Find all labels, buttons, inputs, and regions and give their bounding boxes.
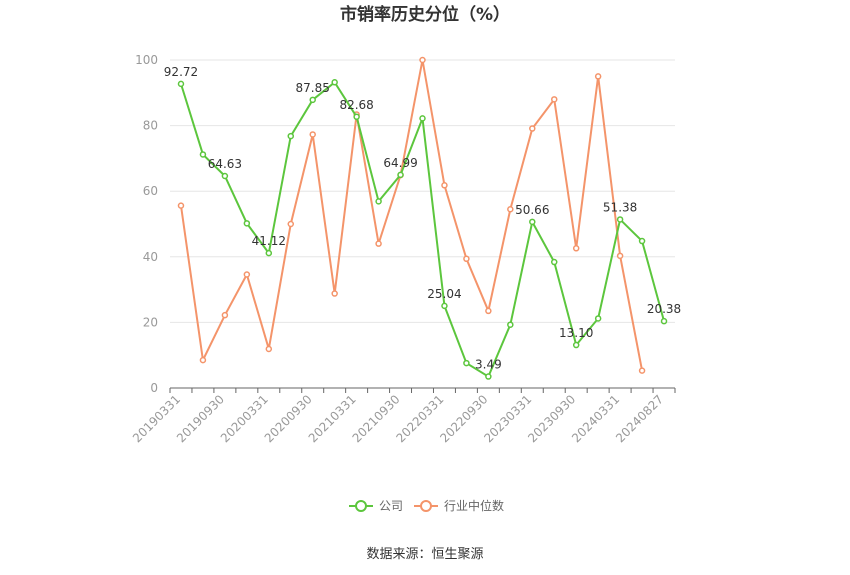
data-point[interactable] xyxy=(441,302,448,310)
data-point[interactable] xyxy=(572,245,580,252)
data-label: 87.85 xyxy=(296,81,330,95)
data-point[interactable] xyxy=(529,125,536,132)
data-point[interactable] xyxy=(309,131,316,138)
data-point[interactable] xyxy=(507,321,514,328)
y-tick-label: 100 xyxy=(135,53,158,67)
y-tick-label: 40 xyxy=(143,250,158,264)
data-point[interactable] xyxy=(419,115,426,122)
data-point[interactable] xyxy=(265,249,273,257)
chart-title: 市销率历史分位（%） xyxy=(340,4,510,25)
data-point[interactable] xyxy=(309,96,316,104)
data-point[interactable] xyxy=(177,202,185,209)
data-point[interactable] xyxy=(594,315,602,322)
legend-marker xyxy=(355,500,367,512)
data-label: 50.66 xyxy=(515,203,549,217)
y-axis: 0 20 40 60 80 100 xyxy=(135,53,158,395)
y-tick-label: 80 xyxy=(143,119,158,133)
data-label: 20.38 xyxy=(647,302,681,316)
legend-label: 行业中位数 xyxy=(444,498,504,513)
data-point[interactable] xyxy=(221,311,229,319)
data-point[interactable] xyxy=(331,79,338,86)
data-point[interactable] xyxy=(485,373,492,380)
data-label: 41.12 xyxy=(252,234,286,248)
y-tick-label: 0 xyxy=(150,381,158,395)
data-point[interactable] xyxy=(572,341,580,349)
data-point[interactable] xyxy=(375,240,382,247)
data-point[interactable] xyxy=(507,205,514,213)
legend-label: 公司 xyxy=(379,499,403,513)
source-note: 数据来源：恒生聚源 xyxy=(366,547,483,562)
data-label: 92.72 xyxy=(164,65,198,79)
data-point[interactable] xyxy=(331,290,338,297)
legend[interactable]: 公司 行业中位数 xyxy=(349,498,504,513)
data-point[interactable] xyxy=(177,80,185,88)
x-axis: 2019033120190930202003312020093020210331… xyxy=(130,387,676,445)
data-label: 3.49 xyxy=(475,358,502,372)
data-point[interactable] xyxy=(419,56,426,64)
data-point[interactable] xyxy=(529,218,536,226)
data-point[interactable] xyxy=(199,151,207,158)
data-point[interactable] xyxy=(243,220,251,227)
data-point[interactable] xyxy=(353,113,360,121)
data-point[interactable] xyxy=(375,198,382,205)
data-point[interactable] xyxy=(463,359,470,367)
data-point[interactable] xyxy=(397,171,404,179)
series-1 xyxy=(177,56,646,374)
data-point[interactable] xyxy=(485,307,492,315)
data-point[interactable] xyxy=(463,255,470,263)
data-point[interactable] xyxy=(441,182,448,189)
data-point[interactable] xyxy=(287,132,295,140)
data-point[interactable] xyxy=(243,271,251,278)
data-label: 82.68 xyxy=(339,98,373,112)
data-point[interactable] xyxy=(638,237,646,245)
grid-lines xyxy=(170,59,675,323)
data-point[interactable] xyxy=(660,317,668,325)
data-point[interactable] xyxy=(221,172,229,180)
data-labels: 92.72 64.63 41.12 87.85 82.68 64.99 25.04 3.49 5… xyxy=(164,65,681,372)
data-point[interactable] xyxy=(616,252,624,260)
data-label: 13.10 xyxy=(559,326,593,340)
data-point[interactable] xyxy=(616,216,624,223)
series-layer xyxy=(177,56,668,380)
data-point[interactable] xyxy=(550,258,558,266)
y-tick-label: 60 xyxy=(143,184,158,198)
data-point[interactable] xyxy=(594,73,602,80)
y-tick-label: 20 xyxy=(143,315,158,329)
data-label: 64.63 xyxy=(208,157,242,171)
data-point[interactable] xyxy=(287,220,295,228)
data-point[interactable] xyxy=(265,345,273,353)
data-label: 51.38 xyxy=(603,200,637,214)
data-point[interactable] xyxy=(199,356,207,364)
data-point[interactable] xyxy=(550,96,558,103)
series-line xyxy=(179,59,644,371)
series-0 xyxy=(177,79,668,380)
data-label: 64.99 xyxy=(383,156,417,170)
legend-marker xyxy=(420,500,432,512)
legend-item-1[interactable]: 行业中位数 xyxy=(414,498,504,513)
data-label: 25.04 xyxy=(427,287,461,301)
legend-item-0[interactable]: 公司 xyxy=(349,499,403,513)
x-tick-label: 20240827 xyxy=(613,392,666,445)
data-point[interactable] xyxy=(638,367,646,374)
